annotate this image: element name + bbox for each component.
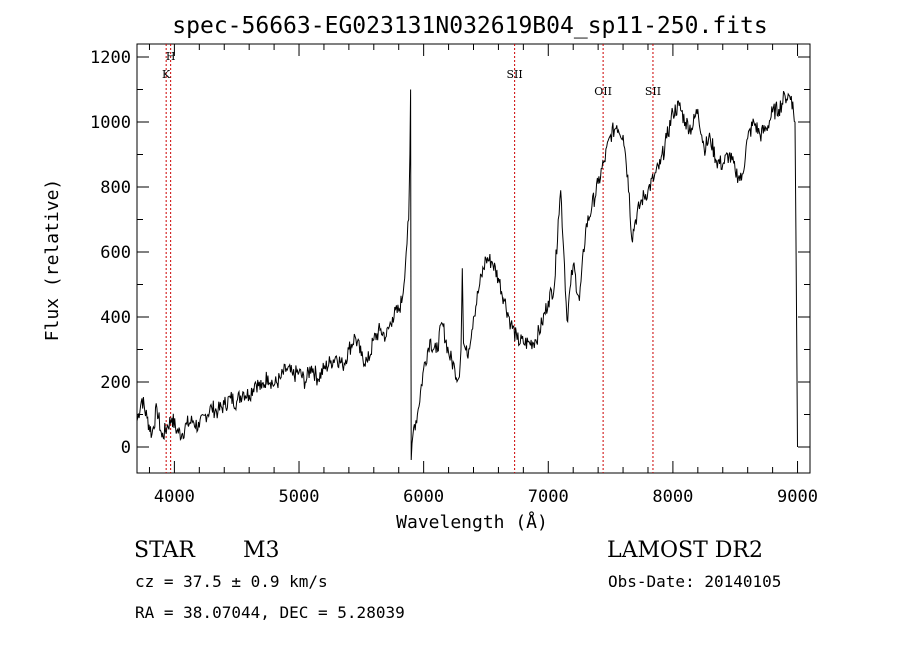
spectrum-series bbox=[136, 89, 798, 461]
x-tick-label: 9000 bbox=[777, 487, 818, 507]
x-tick-label: 4000 bbox=[154, 487, 195, 507]
spectrum-line bbox=[136, 89, 798, 461]
x-tick-label: 5000 bbox=[279, 487, 320, 507]
survey-name: LAMOST DR2 bbox=[607, 538, 763, 563]
marker-label: H bbox=[166, 50, 176, 63]
x-axis-label: Wavelength (Å) bbox=[396, 511, 548, 533]
marker-label: K bbox=[162, 68, 171, 81]
x-tick-label: 7000 bbox=[528, 487, 569, 507]
object-class: STAR bbox=[134, 538, 195, 563]
x-axis: 4000 5000 6000 7000 8000 9000 bbox=[148, 44, 818, 507]
y-tick-label: 800 bbox=[100, 178, 131, 198]
y-tick-label: 0 bbox=[121, 438, 131, 458]
y-tick-label: 600 bbox=[100, 243, 131, 263]
y-tick-label: 200 bbox=[100, 373, 131, 393]
x-tick-label: 6000 bbox=[403, 487, 444, 507]
marker-label: SII bbox=[507, 68, 523, 81]
marker-label: SII bbox=[645, 85, 661, 98]
redshift-cz: cz = 37.5 ± 0.9 km/s bbox=[135, 572, 328, 591]
chart-title: spec-56663-EG023131N032619B04_sp11-250.f… bbox=[172, 13, 767, 39]
y-axis: 0 200 400 600 800 1000 1200 bbox=[90, 48, 810, 458]
object-subclass: M3 bbox=[243, 538, 280, 563]
x-tick-label: 8000 bbox=[652, 487, 693, 507]
y-tick-label: 1200 bbox=[90, 48, 131, 68]
y-tick-label: 400 bbox=[100, 308, 131, 328]
coordinates: RA = 38.07044, DEC = 5.28039 bbox=[135, 603, 405, 622]
plot-frame bbox=[136, 43, 811, 474]
obs-date: Obs-Date: 20140105 bbox=[608, 572, 782, 591]
y-axis-label: Flux (relative) bbox=[42, 179, 63, 342]
y-tick-label: 1000 bbox=[90, 113, 131, 133]
emission-line-markers: HK SII OII SII bbox=[162, 44, 661, 473]
marker-label: OII bbox=[594, 85, 612, 98]
